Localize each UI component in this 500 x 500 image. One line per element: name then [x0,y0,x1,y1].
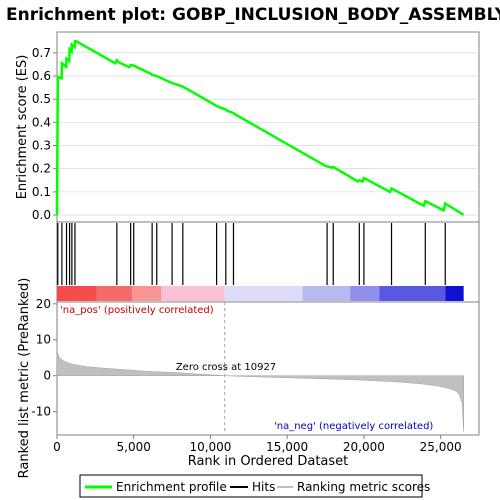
rank-y-tick-label: 0 [43,369,51,383]
es-y-tick-label: 0.1 [32,185,51,199]
heatmap-segment [161,286,225,301]
legend-label-hits: Hits [252,480,275,494]
rank-y-tick-label: -10 [31,405,51,419]
zero-cross-label: Zero cross at 10927 [176,362,276,373]
x-tick-label: 25,000 [420,440,462,454]
x-axis-label: Rank in Ordered Dataset [188,454,349,469]
es-curve [55,40,465,217]
es-panel-frame [56,31,480,223]
heatmap-segment [224,286,303,301]
ranking-axis-label: Ranked list metric (PreRanked) [17,278,32,479]
rank-y-tick-label: 10 [36,333,51,347]
es-y-tick-label: 0.0 [32,208,51,222]
heatmap-segment [302,286,351,301]
neg-correlated-label: 'na_neg' (negatively correlated) [274,421,433,432]
legend-label-ranking: Ranking metric scores [297,480,430,494]
es-y-tick-label: 0.2 [32,162,51,176]
heatmap-segment [379,286,446,301]
x-tick-label: 10,000 [189,440,231,454]
heatmap-segment [350,286,380,301]
es-y-tick-label: 0.7 [32,46,51,60]
es-y-tick-label: 0.5 [32,92,51,106]
rank-y-tick-label: 20 [36,297,51,311]
x-tick-label: 5,000 [117,440,151,454]
legend: Enrichment profile Hits Ranking metric s… [79,474,430,498]
ranking-panel-frame [56,301,480,436]
x-tick-label: 15,000 [266,440,308,454]
heatmap-segment [96,286,133,301]
pos-correlated-label: 'na_pos' (positively correlated) [60,305,214,316]
heatmap-segment [445,286,464,301]
es-y-tick-label: 0.4 [32,115,51,129]
x-tick-label: 0 [53,440,61,454]
heatmap-segment [132,286,162,301]
legend-box [79,474,423,498]
chart-title: Enrichment plot: GOBP_INCLUSION_BODY_ASS… [6,5,500,25]
es-y-tick-label: 0.3 [32,139,51,153]
legend-label-enrichment: Enrichment profile [116,480,227,494]
ranking-metric-area [56,343,464,432]
es-y-tick-label: 0.6 [32,69,51,83]
x-tick-label: 20,000 [343,440,385,454]
heatmap-segment [57,286,97,301]
es-axis-label: Enrichment score (ES) [15,55,30,200]
